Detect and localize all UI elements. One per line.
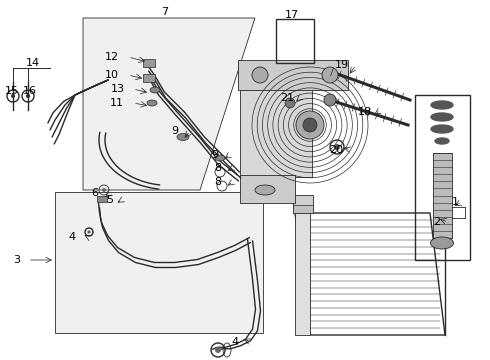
Polygon shape (295, 213, 310, 335)
Text: 19: 19 (335, 60, 349, 70)
Circle shape (322, 67, 338, 83)
Text: 4: 4 (231, 337, 239, 347)
Text: 20: 20 (329, 145, 343, 155)
Text: 17: 17 (285, 10, 299, 20)
Text: 5: 5 (106, 195, 114, 205)
Circle shape (252, 67, 268, 83)
Text: 16: 16 (23, 86, 37, 96)
Text: 1: 1 (451, 197, 459, 207)
Ellipse shape (431, 125, 453, 133)
Text: 10: 10 (105, 70, 119, 80)
Circle shape (11, 94, 15, 98)
Ellipse shape (435, 138, 449, 144)
Text: 8: 8 (215, 177, 221, 187)
Bar (97, 196, 107, 202)
Polygon shape (83, 18, 255, 190)
Bar (433, 153, 452, 238)
Bar (240, 72, 312, 177)
Bar (276, 19, 314, 63)
Circle shape (102, 188, 106, 192)
Ellipse shape (431, 113, 453, 121)
Circle shape (215, 347, 221, 353)
Text: 8: 8 (215, 163, 221, 173)
Ellipse shape (255, 185, 275, 195)
Ellipse shape (431, 101, 453, 109)
Circle shape (26, 94, 30, 98)
Text: 4: 4 (69, 232, 75, 242)
Text: 12: 12 (105, 52, 119, 62)
Text: 13: 13 (111, 84, 125, 94)
Ellipse shape (431, 237, 454, 249)
Text: 9: 9 (212, 150, 219, 160)
Text: 15: 15 (5, 86, 19, 96)
Text: 14: 14 (26, 58, 40, 68)
Text: 2: 2 (434, 217, 441, 227)
Text: 9: 9 (172, 126, 178, 136)
Ellipse shape (150, 87, 160, 93)
Bar (143, 74, 155, 82)
Ellipse shape (88, 230, 91, 234)
Text: 18: 18 (358, 107, 372, 117)
Bar (293, 195, 313, 213)
Circle shape (296, 111, 324, 139)
Polygon shape (55, 192, 263, 333)
Text: 7: 7 (161, 7, 169, 17)
Ellipse shape (147, 100, 157, 106)
Text: 11: 11 (110, 98, 124, 108)
Bar (238, 60, 348, 90)
Circle shape (334, 144, 340, 150)
Circle shape (285, 98, 295, 108)
Ellipse shape (177, 134, 189, 140)
Circle shape (303, 118, 317, 132)
Bar (293, 205, 313, 213)
Bar (240, 175, 295, 203)
Text: 6: 6 (92, 188, 98, 198)
Text: 3: 3 (14, 255, 21, 265)
Bar (415, 95, 470, 260)
Bar (143, 59, 155, 67)
Text: 21: 21 (280, 93, 294, 103)
Circle shape (324, 94, 336, 106)
Ellipse shape (215, 155, 225, 161)
